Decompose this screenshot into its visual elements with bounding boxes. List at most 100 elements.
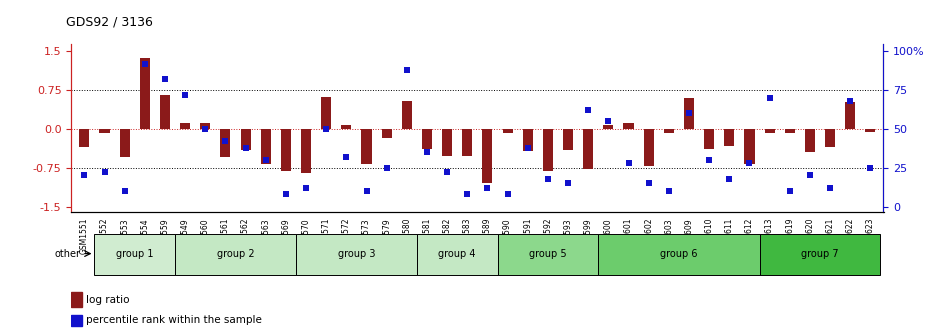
Point — [823, 185, 838, 191]
Bar — [825, 129, 835, 147]
Bar — [644, 129, 654, 166]
Point — [843, 98, 858, 104]
Point — [137, 61, 152, 67]
Bar — [281, 129, 291, 171]
Point — [803, 173, 818, 178]
Text: GDS92 / 3136: GDS92 / 3136 — [66, 15, 153, 29]
Bar — [846, 102, 855, 129]
Text: group 6: group 6 — [660, 249, 697, 259]
Bar — [724, 129, 734, 145]
Bar — [180, 123, 190, 129]
Point — [722, 176, 737, 181]
Point — [641, 180, 656, 186]
Bar — [94, 234, 175, 275]
Bar — [382, 129, 391, 138]
Text: group 2: group 2 — [217, 249, 255, 259]
Point — [178, 92, 193, 97]
Text: log ratio: log ratio — [86, 295, 130, 305]
Point — [77, 173, 92, 178]
Bar — [321, 97, 332, 129]
Bar — [704, 129, 714, 149]
Point — [621, 160, 637, 166]
Bar — [120, 129, 130, 157]
Bar — [341, 125, 352, 129]
Bar — [684, 98, 694, 129]
Point — [701, 157, 716, 163]
Bar — [542, 129, 553, 171]
Point — [298, 185, 314, 191]
Bar — [623, 123, 634, 129]
Text: group 7: group 7 — [801, 249, 839, 259]
Bar — [563, 129, 573, 150]
Bar — [175, 234, 296, 275]
Bar — [100, 129, 109, 133]
Point — [560, 180, 576, 186]
Bar — [583, 129, 593, 169]
Point — [379, 165, 394, 170]
Bar — [260, 129, 271, 164]
Text: group 3: group 3 — [337, 249, 375, 259]
Bar — [498, 234, 598, 275]
Text: percentile rank within the sample: percentile rank within the sample — [86, 316, 262, 325]
Point — [742, 160, 757, 166]
Bar — [240, 129, 251, 150]
Bar — [301, 129, 311, 173]
Point — [258, 157, 274, 163]
Point — [782, 188, 797, 194]
Point — [500, 192, 515, 197]
Bar — [805, 129, 815, 152]
Bar — [362, 129, 371, 164]
Point — [681, 111, 696, 116]
Bar — [140, 58, 150, 129]
Text: group 5: group 5 — [529, 249, 567, 259]
Bar — [760, 234, 881, 275]
Point — [460, 192, 475, 197]
Point — [580, 108, 596, 113]
Text: other: other — [54, 249, 81, 259]
Bar — [603, 125, 614, 129]
Bar — [865, 129, 876, 132]
Point — [97, 170, 112, 175]
Point — [600, 119, 616, 124]
Bar — [442, 129, 452, 156]
Point — [480, 185, 495, 191]
Point — [541, 176, 556, 181]
Bar — [71, 315, 82, 326]
Bar — [200, 123, 210, 129]
Point — [863, 165, 878, 170]
Text: group 1: group 1 — [116, 249, 154, 259]
Point — [117, 188, 132, 194]
Bar — [160, 95, 170, 129]
Bar — [422, 129, 432, 149]
Point — [339, 154, 354, 160]
Bar — [463, 129, 472, 156]
Bar — [417, 234, 498, 275]
Point — [158, 77, 173, 82]
Bar — [71, 292, 82, 307]
Bar — [296, 234, 417, 275]
Bar — [785, 129, 795, 133]
Bar — [522, 129, 533, 151]
Bar — [220, 129, 231, 157]
Point — [218, 139, 233, 144]
Bar — [765, 129, 774, 133]
Bar — [483, 129, 492, 183]
Point — [440, 170, 455, 175]
Text: group 4: group 4 — [439, 249, 476, 259]
Point — [419, 150, 434, 155]
Point — [359, 188, 374, 194]
Point — [238, 145, 254, 150]
Point — [318, 126, 333, 132]
Point — [521, 145, 536, 150]
Point — [762, 95, 777, 101]
Point — [399, 67, 414, 73]
Bar — [664, 129, 674, 133]
Point — [198, 126, 213, 132]
Bar — [79, 129, 89, 147]
Bar — [598, 234, 760, 275]
Point — [661, 188, 676, 194]
Bar — [745, 129, 754, 164]
Bar — [402, 100, 412, 129]
Bar — [503, 129, 513, 133]
Point — [278, 192, 294, 197]
